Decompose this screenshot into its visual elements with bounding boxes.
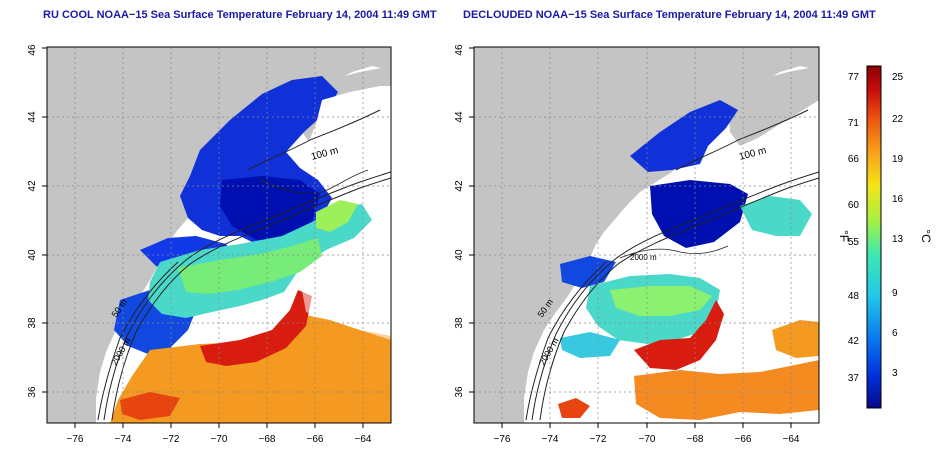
- right-y-tick-label: 46: [454, 44, 465, 56]
- left-x-tick-label: −76: [67, 434, 84, 445]
- right-y-tick-label: 42: [454, 180, 465, 192]
- colorbar-c-tick: 6: [892, 328, 898, 339]
- right-x-tick-label: −72: [590, 434, 607, 445]
- right-map-panel: 100 m 50 m 2000 m 2000 m −76 −74 −72 −70…: [454, 44, 820, 445]
- left-x-tick-label: −72: [163, 434, 180, 445]
- right-y-tick-label: 44: [454, 111, 465, 123]
- right-sst-cyan-east: [740, 196, 812, 236]
- left-sst-orange: [110, 314, 391, 423]
- right-x-tick-label: −76: [494, 434, 511, 445]
- right-x-tick-label: −66: [735, 434, 752, 445]
- right-land: [474, 47, 819, 423]
- left-x-tick-label: −64: [355, 434, 372, 445]
- right-sst-cyan-south: [560, 332, 620, 358]
- colorbar-f-tick: 37: [848, 373, 860, 384]
- right-contour-shelf-b: [531, 171, 819, 421]
- left-y-tick-label: 42: [27, 180, 38, 192]
- right-x-tick-label: −64: [783, 434, 800, 445]
- right-sst-orange: [634, 360, 819, 420]
- colorbar-c-tick: 25: [892, 72, 904, 83]
- right-sst-orange-ne: [772, 320, 819, 358]
- right-sst-blue-gulf: [650, 180, 748, 248]
- left-land: [47, 47, 391, 423]
- left-y-tick-label: 38: [27, 317, 38, 329]
- colorbar-c-tick: 19: [892, 154, 904, 165]
- colorbar-f-tick: 71: [848, 118, 860, 129]
- left-contour-shelf-b: [103, 171, 391, 421]
- left-contour-100m: [247, 109, 381, 171]
- right-contour-shelf-c: [525, 261, 607, 421]
- colorbar-f-tick: 66: [848, 154, 860, 165]
- left-x-tick-label: −66: [307, 434, 324, 445]
- left-x-tick-marks: [74, 423, 364, 428]
- left-x-tick-label: −74: [115, 434, 132, 445]
- right-contour-100m: [675, 109, 809, 171]
- left-y-tick-label: 44: [27, 111, 38, 123]
- colorbar-c-tick: 16: [892, 194, 904, 205]
- left-contour-shelf-a: [111, 177, 391, 421]
- right-sst-blue-coast: [560, 256, 616, 288]
- colorbar-f-tick: 48: [848, 291, 860, 302]
- right-y-tick-label: 40: [454, 249, 465, 261]
- right-contour-shelf-a: [539, 177, 819, 421]
- left-x-tick-label: −68: [259, 434, 276, 445]
- colorbar-gradient: [866, 65, 882, 409]
- right-y-tick-label: 36: [454, 386, 465, 398]
- right-x-tick-label: −68: [687, 434, 704, 445]
- right-contour-label-2000m-b: 2000 m: [630, 253, 657, 262]
- colorbar-c-tick: 3: [892, 368, 898, 379]
- left-sst-red-south: [120, 392, 180, 420]
- right-x-tick-label: −74: [542, 434, 559, 445]
- right-y-tick-marks: [469, 47, 474, 393]
- left-y-tick-label: 40: [27, 249, 38, 261]
- right-sst-green: [610, 286, 712, 316]
- colorbar-c-tick: 13: [892, 234, 904, 245]
- colorbar-f-tick: 42: [848, 336, 860, 347]
- colorbar-celsius-label: °C: [919, 229, 933, 243]
- left-sst-green-tongue: [316, 200, 358, 232]
- left-y-tick-label: 46: [27, 44, 38, 56]
- colorbar-c-tick: 9: [892, 288, 898, 299]
- right-panel-title: DECLOUDED NOAA−15 Sea Surface Temperatur…: [463, 9, 876, 21]
- right-sst-red-south: [558, 398, 590, 418]
- right-x-tick-marks: [501, 423, 792, 428]
- right-nova-scotia: [728, 66, 819, 146]
- left-contour-gulf: [257, 169, 369, 194]
- colorbar-f-tick: 77: [848, 72, 860, 83]
- left-x-tick-label: −70: [211, 434, 228, 445]
- colorbar-fahrenheit-label: °F: [837, 230, 851, 242]
- right-contour-2000: [619, 245, 729, 259]
- colorbar-c-tick: 22: [892, 114, 904, 125]
- left-y-tick-marks: [42, 47, 47, 393]
- right-sst-red: [634, 300, 724, 370]
- right-sst-blue-north: [630, 100, 738, 172]
- left-y-tick-label: 36: [27, 386, 38, 398]
- left-map-panel: 100 m 50 m 2000 m −76 −74 −72 −70 −68 −6…: [27, 44, 392, 445]
- left-cloud-speckle: [300, 258, 391, 340]
- colorbar-f-tick: 55: [848, 237, 860, 248]
- right-x-tick-label: −70: [639, 434, 656, 445]
- colorbar-f-tick: 60: [848, 200, 860, 211]
- left-panel-title: RU COOL NOAA−15 Sea Surface Temperature …: [43, 9, 437, 21]
- left-contour-shelf-c: [97, 261, 179, 421]
- left-sst-green: [178, 238, 322, 294]
- right-y-tick-label: 38: [454, 317, 465, 329]
- left-sst-red: [200, 290, 312, 366]
- colorbar: 77 71 66 60 55 48 42 37 25 22 19 16 13 9…: [837, 65, 933, 409]
- left-grid: [47, 47, 391, 423]
